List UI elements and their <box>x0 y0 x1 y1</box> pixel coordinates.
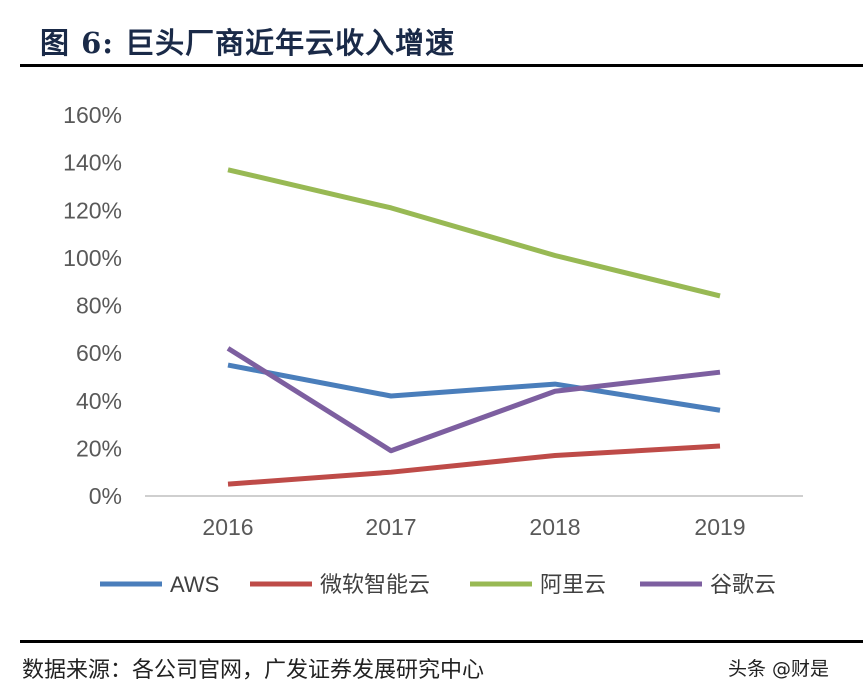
figure-title: 图 6: 巨头厂商近年云收入增速 <box>40 26 456 60</box>
series-line-1 <box>227 443 721 487</box>
series-line-3 <box>226 346 721 454</box>
legend-label: AWS <box>170 572 219 597</box>
watermark: 头条 @财是 <box>728 658 830 680</box>
y-tick-label: 120% <box>63 197 122 223</box>
legend-label: 谷歌云 <box>710 572 776 597</box>
series-line-0 <box>227 362 721 413</box>
y-tick-label: 0% <box>89 483 122 509</box>
x-tick-label: 2018 <box>529 514 580 540</box>
legend-label: 阿里云 <box>540 572 606 597</box>
y-tick-label: 40% <box>76 388 122 414</box>
line-chart: 0% 20% 40% 60% 80% 100% 120% 140% 160% 2016 2017 20… <box>63 102 803 597</box>
y-tick-label: 80% <box>76 293 122 319</box>
y-tick-label: 60% <box>76 340 122 366</box>
y-tick-label: 140% <box>63 150 122 176</box>
legend-label: 微软智能云 <box>320 572 430 597</box>
x-tick-label: 2017 <box>365 514 416 540</box>
y-tick-label: 100% <box>63 245 122 271</box>
x-tick-label: 2019 <box>694 514 745 540</box>
y-tick-label: 160% <box>63 102 122 128</box>
footer-divider <box>20 640 863 643</box>
source-note: 数据来源：各公司官网，广发证券发展研究中心 <box>22 658 485 683</box>
x-tick-label: 2016 <box>202 514 253 540</box>
title-divider <box>20 64 863 67</box>
series-line-2 <box>227 167 721 299</box>
y-tick-label: 20% <box>76 435 122 461</box>
